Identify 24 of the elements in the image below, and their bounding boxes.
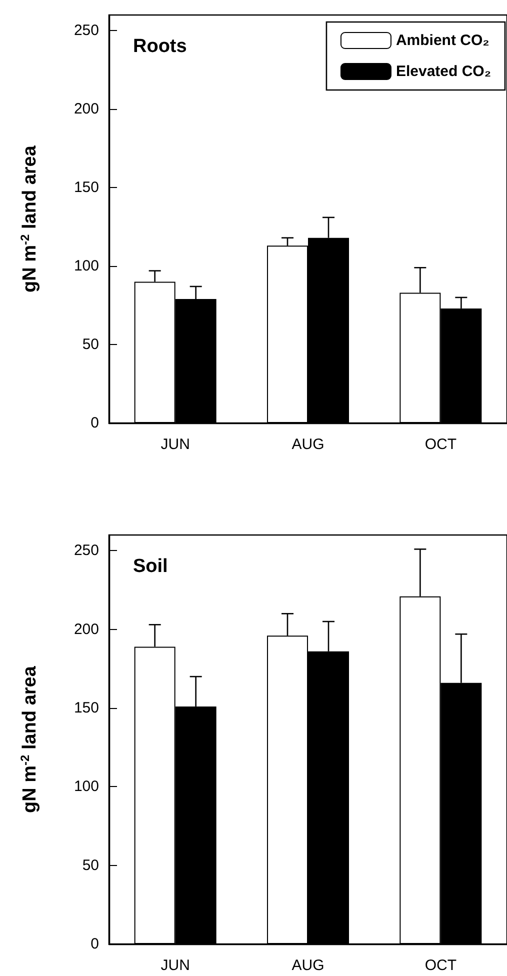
y-tick-label: 50 xyxy=(82,856,99,874)
text: Soil xyxy=(133,556,168,577)
y-axis-title: gN m-2 land area xyxy=(18,666,40,813)
x-tick-label: AUG xyxy=(292,957,324,974)
x-tick-label: JUN xyxy=(160,957,190,974)
y-axis-title: gN m-2 land area xyxy=(18,145,40,292)
x-tick-label: OCT xyxy=(424,957,457,974)
x-tick-label: OCT xyxy=(424,436,457,453)
y-tick-label: 150 xyxy=(74,179,99,196)
y-tick-label: 0 xyxy=(90,936,99,952)
y-tick-label: 250 xyxy=(74,22,99,40)
y-tick-label: 0 xyxy=(90,414,99,432)
x-tick-label: JUN xyxy=(160,436,190,453)
legend-label: Elevated CO₂ xyxy=(396,63,492,80)
x-tick-label: AUG xyxy=(292,436,324,453)
y-tick-label: 150 xyxy=(74,700,99,717)
text: Roots xyxy=(133,36,187,57)
y-tick-label: 250 xyxy=(74,542,99,560)
y-tick-label: 100 xyxy=(74,778,99,796)
y-tick-label: 200 xyxy=(74,100,99,118)
y-tick-label: 200 xyxy=(74,620,99,638)
legend-label: Ambient CO₂ xyxy=(396,32,490,49)
y-tick-label: 100 xyxy=(74,258,99,275)
y-tick-label: 50 xyxy=(82,336,99,354)
